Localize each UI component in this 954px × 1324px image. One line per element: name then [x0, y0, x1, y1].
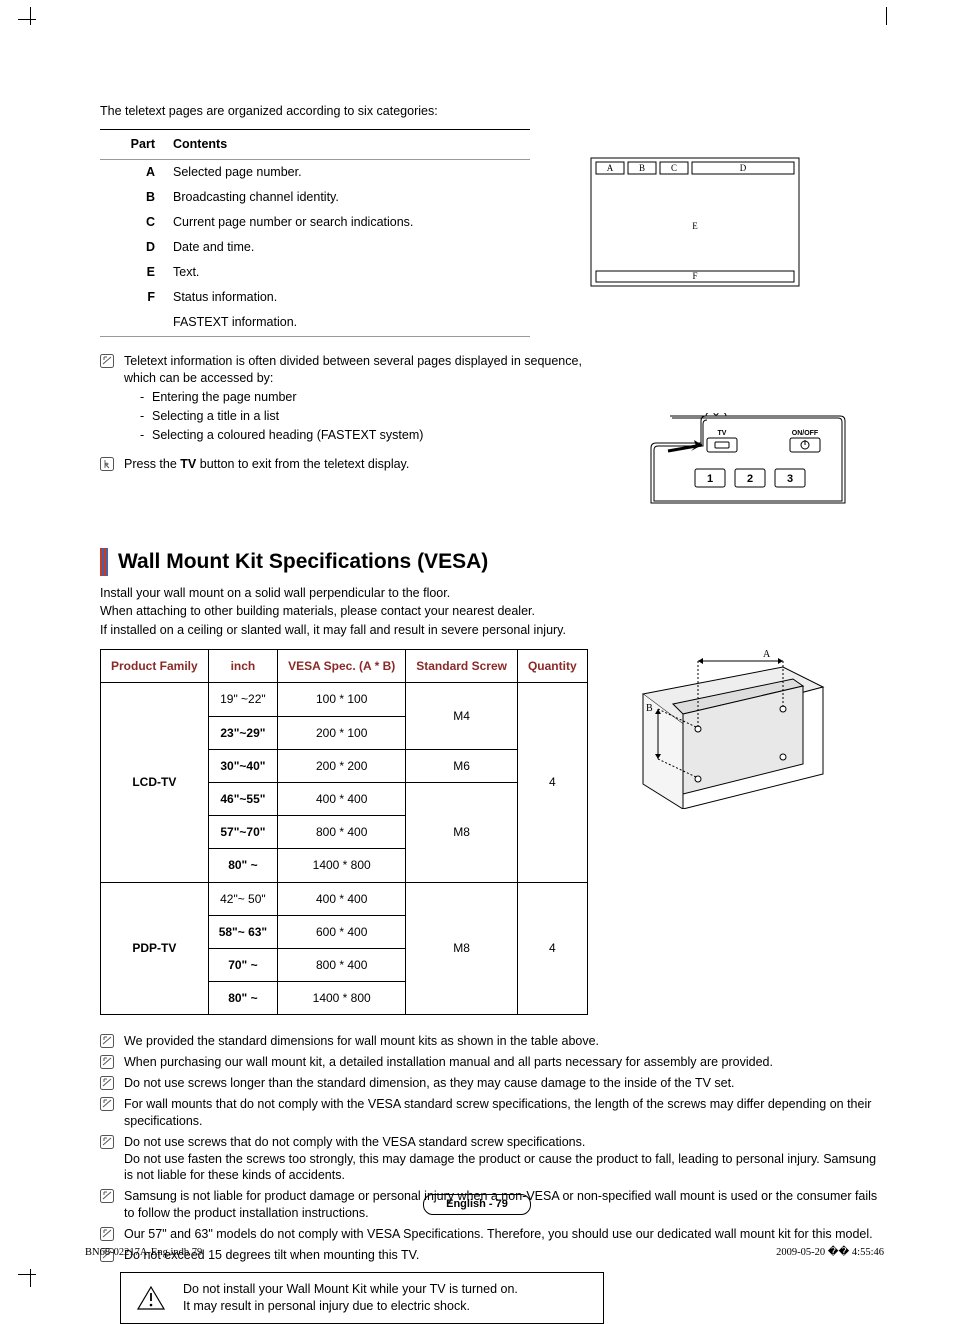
parts-table: Part Contents ASelected page number. BBr… [100, 129, 530, 337]
note-text: Our 57" and 63" models do not comply wit… [124, 1226, 873, 1243]
warning-text: Do not install your Wall Mount Kit while… [183, 1281, 518, 1315]
svg-text:E: E [692, 221, 698, 231]
vesa-table: Product Family inch VESA Spec. (A * B) S… [100, 649, 588, 1015]
note-text: Teletext information is often divided be… [124, 353, 590, 445]
note-icon [100, 1097, 114, 1111]
crop-mark [18, 7, 38, 27]
intro-text: The teletext pages are organized accordi… [100, 103, 884, 120]
heading-bar-icon [100, 548, 108, 576]
warning-icon [137, 1286, 165, 1310]
note-text: Do not use screws longer than the standa… [124, 1075, 735, 1092]
svg-text:ON/OFF: ON/OFF [792, 430, 819, 437]
note-text: We provided the standard dimensions for … [124, 1033, 599, 1050]
svg-text:1: 1 [707, 473, 713, 485]
note-text: Do not use screws that do not comply wit… [124, 1134, 884, 1185]
th-part: Part [100, 130, 173, 160]
page-number-pill: English - 79 [0, 1194, 954, 1215]
remote-diagram: TV ON/OFF 1 2 3 [650, 413, 860, 508]
note-text: For wall mounts that do not comply with … [124, 1096, 884, 1130]
svg-text:3: 3 [787, 473, 793, 485]
svg-text:F: F [692, 271, 697, 281]
svg-text:B: B [646, 703, 653, 714]
svg-text:2: 2 [747, 473, 753, 485]
wall-mount-diagram: A B [628, 649, 838, 809]
page: The teletext pages are organized accordi… [0, 0, 954, 1315]
crop-mark [18, 1267, 38, 1287]
note-text: Press the TV button to exit from the tel… [124, 456, 409, 473]
teletext-diagram: A B C D E F [590, 157, 800, 287]
note-icon [100, 1135, 114, 1149]
footer-meta: BN68-02217A-Eng.indb 79 2009-05-20 �� 4:… [85, 1246, 884, 1260]
svg-text:A: A [763, 649, 771, 660]
svg-text:D: D [740, 163, 747, 173]
svg-text:C: C [671, 163, 677, 173]
svg-text:TV: TV [718, 430, 727, 437]
button-icon [100, 457, 114, 471]
note-text: When purchasing our wall mount kit, a de… [124, 1054, 773, 1071]
th-contents: Contents [173, 130, 530, 160]
section-intro: Install your wall mount on a solid wall … [100, 585, 884, 640]
svg-text:B: B [639, 163, 645, 173]
note-icon [100, 1076, 114, 1090]
note-icon [100, 354, 114, 368]
note-icon [100, 1227, 114, 1241]
svg-text:A: A [607, 163, 614, 173]
note-icon [100, 1055, 114, 1069]
warning-box: Do not install your Wall Mount Kit while… [120, 1272, 604, 1324]
section-heading: Wall Mount Kit Specifications (VESA) [118, 548, 488, 576]
note-icon [100, 1034, 114, 1048]
crop-mark [879, 7, 899, 27]
